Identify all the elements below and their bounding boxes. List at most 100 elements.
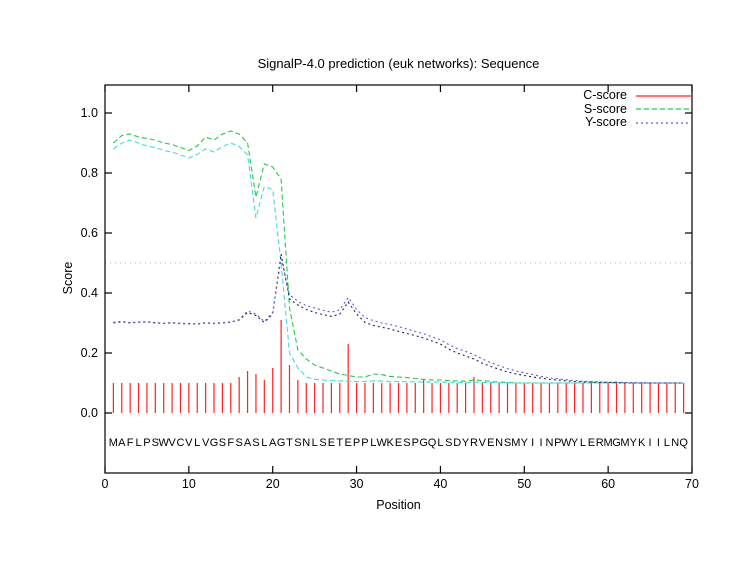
sequence-letter: K — [386, 437, 394, 449]
sequence-letter: N — [671, 437, 680, 449]
sequence-letter: L — [194, 437, 201, 449]
x-tick-label: 20 — [265, 477, 280, 491]
plot-border — [104, 84, 693, 474]
sequence-letter: V — [185, 437, 193, 449]
sequence-letter: P — [143, 437, 151, 449]
sequence-letter: S — [294, 437, 302, 449]
sequence-letter: E — [487, 437, 495, 449]
sequence-letter: D — [453, 437, 462, 449]
sequence-letter: W — [158, 437, 169, 449]
legend-item: C-score — [548, 89, 692, 103]
y-tick-label: 1.0 — [80, 106, 98, 120]
y-tick-label: 0.0 — [80, 406, 98, 420]
x-tick-label: 60 — [601, 477, 616, 491]
sequence-letter: P — [411, 437, 419, 449]
sequence-letter: E — [587, 437, 596, 449]
sequence-letter: S — [319, 437, 327, 449]
sequence-letter: T — [286, 437, 293, 449]
sequence-letter: A — [269, 437, 277, 449]
legend-line-sample-icon — [636, 108, 692, 110]
chart-title: SignalP-4.0 prediction (euk networks): S… — [257, 56, 540, 71]
sequence-letter: N — [545, 437, 554, 449]
sequence-letter: Y — [461, 437, 470, 449]
sequence-letter: Q — [679, 437, 688, 449]
sequence-letter: N — [302, 437, 311, 449]
sequence-letter: S — [503, 437, 512, 449]
y-tick-label: 0.8 — [80, 166, 98, 180]
legend-label: S-score — [583, 101, 627, 116]
sequence-letter: A — [243, 437, 252, 449]
sequence-letter: G — [209, 437, 219, 449]
sequence-letter: P — [352, 437, 361, 449]
sequence-letter: L — [370, 437, 377, 449]
sequence-letter: I — [531, 437, 535, 449]
y-tick-label: 0.2 — [80, 346, 98, 360]
x-tick-label: 40 — [433, 477, 448, 491]
sequence-letter: N — [495, 437, 504, 449]
x-tick-label: 0 — [101, 477, 109, 491]
sequence-letter: A — [118, 437, 126, 449]
y-score-dark-trace-line — [113, 253, 684, 384]
sequence-letter: L — [311, 437, 318, 449]
sequence-letter: M — [603, 437, 613, 449]
sequence-letter: M — [108, 437, 118, 449]
sequence-letter: S — [235, 437, 243, 449]
legend-label: C-score — [583, 88, 627, 103]
sequence-letter: S — [151, 437, 159, 449]
sequence-letter: S — [403, 437, 411, 449]
sequence-letter: K — [638, 437, 646, 449]
sequence-letter: W — [376, 437, 387, 449]
sequence-letter: Y — [629, 437, 637, 449]
sequence-letter: M — [620, 437, 630, 449]
x-tick-label: 30 — [349, 477, 364, 491]
sequence-letter: T — [336, 437, 344, 449]
sequence-letter: V — [201, 437, 210, 449]
y-tick-label: 0.4 — [80, 286, 98, 300]
x-tick-label: 50 — [517, 477, 532, 491]
legend-item: S-score — [548, 101, 692, 117]
x-tick-label: 70 — [685, 477, 699, 491]
x-tick-label: 10 — [181, 477, 196, 491]
legend-line-sample-icon — [636, 122, 692, 124]
sequence-letter: L — [437, 437, 444, 449]
sequence-letter: C — [176, 437, 185, 449]
legend-line-sample-icon — [636, 95, 692, 97]
sequence-letter: S — [252, 437, 260, 449]
sequence-letter: F — [227, 437, 235, 449]
sequence-letter: S — [445, 437, 453, 449]
sequence-letter: Y — [570, 437, 579, 449]
sequence-letter: F — [126, 437, 134, 449]
axis-ticks — [104, 85, 693, 473]
sequence-letter: G — [276, 437, 286, 449]
sequence-letter: G — [419, 437, 428, 449]
c-score-impulses — [112, 320, 685, 413]
sequence-letter: G — [612, 437, 621, 449]
sequence-letter: V — [168, 437, 176, 449]
legend-item: Y-score — [548, 116, 692, 130]
x-axis-title: Position — [376, 498, 421, 512]
sequence-letter: Q — [427, 437, 437, 449]
legend: C-score S-score Y-score — [548, 89, 692, 130]
sequence-letter: E — [327, 437, 336, 449]
sequence-letter: P — [361, 437, 369, 449]
sequence-letter: R — [469, 437, 478, 449]
sequence-letter: L — [135, 437, 142, 449]
sequence-letter: Y — [520, 437, 528, 449]
sequence-letter: R — [595, 437, 604, 449]
legend-label: Y-score — [585, 115, 627, 130]
sequence-letter: S — [218, 437, 227, 449]
y-tick-label: 0.6 — [80, 226, 98, 240]
sequence-letter: E — [344, 437, 352, 449]
sequence-letter: L — [579, 437, 587, 449]
y-axis-title: Score — [61, 261, 75, 295]
sequence-letter: W — [561, 437, 572, 449]
sequence-letter: I — [656, 437, 660, 449]
sequence-letter: L — [261, 437, 268, 449]
sequence-letter: P — [554, 437, 562, 449]
s-score-cyan-trace-line — [113, 139, 684, 384]
sequence-letter: V — [478, 437, 487, 449]
y-score-line — [113, 258, 684, 384]
sequence-letter: M — [511, 437, 521, 449]
